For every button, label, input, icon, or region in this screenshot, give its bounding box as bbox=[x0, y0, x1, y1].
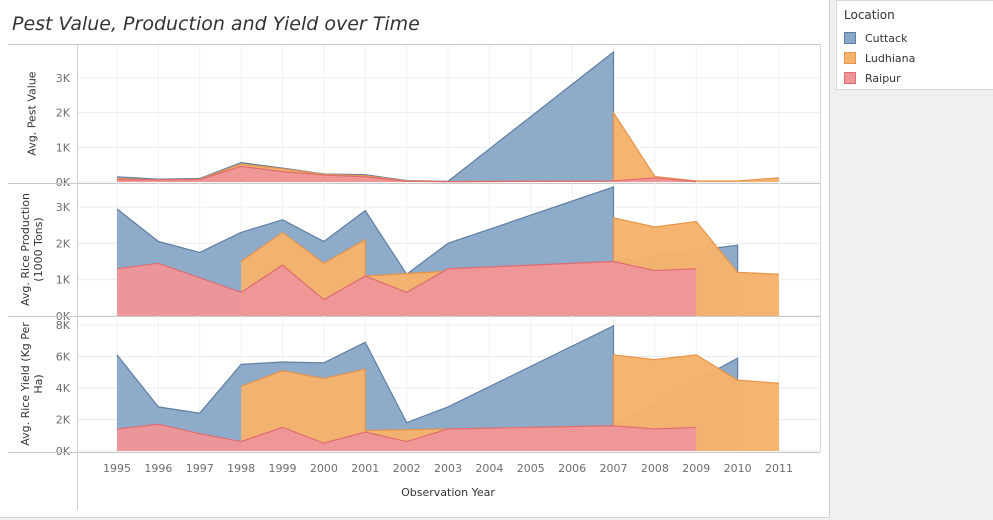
x-tick-label: 2007 bbox=[600, 462, 628, 475]
legend-item-raipur[interactable]: Raipur bbox=[837, 68, 993, 88]
x-axis: 1995 1996 1997 1998 1999 2000 2001 2002 2003 2004… bbox=[103, 462, 793, 499]
y-tick-label: 0K bbox=[56, 445, 71, 458]
y-tick-label: 6K bbox=[56, 351, 71, 364]
y-tick-label: 4K bbox=[56, 382, 71, 395]
x-tick-label: 1997 bbox=[186, 462, 214, 475]
x-tick-label: 2000 bbox=[310, 462, 338, 475]
legend: Location Cuttack Ludhiana Raipur bbox=[836, 0, 993, 90]
x-tick-label: 2006 bbox=[558, 462, 586, 475]
x-tick-label: 2008 bbox=[641, 462, 669, 475]
y-axis-title: Ha) bbox=[32, 374, 45, 393]
y-tick-label: 1K bbox=[56, 141, 71, 154]
chart-dashboard: Pest Value, Production and Yield over Ti… bbox=[0, 0, 830, 518]
x-axis-title: Observation Year bbox=[401, 486, 495, 499]
y-axis-title: (1000 Tons) bbox=[32, 217, 45, 281]
line-raipur bbox=[116, 165, 697, 183]
line-raipur bbox=[116, 260, 697, 301]
x-tick-label: 2005 bbox=[517, 462, 545, 475]
legend-item-ludhiana[interactable]: Ludhiana bbox=[837, 48, 993, 68]
y-tick-label: 1K bbox=[56, 274, 71, 287]
legend-label-raipur: Raipur bbox=[865, 71, 901, 85]
y-tick-label: 8K bbox=[56, 319, 71, 332]
legend-swatch-cuttack bbox=[844, 32, 856, 44]
x-tick-label: 1998 bbox=[227, 462, 255, 475]
legend-item-cuttack[interactable]: Cuttack bbox=[837, 28, 993, 48]
area-ludhiana[interactable] bbox=[241, 354, 779, 451]
panel-3: 0K 2K 4K 6K 8K Avg. Rice Yield (Kg Per Ha) bbox=[8, 316, 820, 458]
x-tick-label: 2003 bbox=[434, 462, 462, 475]
chart-title: Pest Value, Production and Yield over Ti… bbox=[12, 13, 420, 35]
legend-swatch-ludhiana bbox=[844, 52, 856, 64]
panels-layer: 0K 1K 2K 3K Avg. Pest Value 0K 1K 2K 3K Avg. Rice… bbox=[8, 44, 821, 510]
legend-swatch-raipur bbox=[844, 72, 856, 84]
x-tick-label: 2004 bbox=[475, 462, 503, 475]
x-tick-label: 2010 bbox=[724, 462, 752, 475]
y-axis-title: Avg. Rice Production bbox=[19, 193, 32, 306]
x-tick-label: 2001 bbox=[351, 462, 379, 475]
y-axis-title: Avg. Rice Yield (Kg Per bbox=[19, 322, 32, 446]
x-tick-label: 2009 bbox=[682, 462, 710, 475]
legend-title: Location bbox=[844, 8, 895, 22]
y-tick-label: 3K bbox=[56, 201, 71, 214]
panel-1: 0K 1K 2K 3K Avg. Pest Value bbox=[8, 44, 820, 189]
x-tick-label: 2002 bbox=[393, 462, 421, 475]
line-raipur bbox=[116, 423, 697, 444]
y-tick-label: 2K bbox=[56, 414, 71, 427]
legend-label-cuttack: Cuttack bbox=[865, 31, 908, 45]
chart-svg: 0K 1K 2K 3K Avg. Pest Value 0K 1K 2K 3K Avg. Rice… bbox=[8, 44, 821, 510]
x-tick-label: 1996 bbox=[144, 462, 172, 475]
legend-label-ludhiana: Ludhiana bbox=[865, 51, 916, 65]
x-tick-label: 1995 bbox=[103, 462, 131, 475]
area-raipur[interactable] bbox=[117, 166, 697, 182]
y-tick-label: 3K bbox=[56, 72, 71, 85]
x-tick-label: 2011 bbox=[765, 462, 793, 475]
x-tick-label: 1999 bbox=[269, 462, 297, 475]
area-raipur[interactable] bbox=[117, 261, 697, 317]
y-tick-label: 0K bbox=[56, 176, 71, 189]
y-tick-label: 2K bbox=[56, 107, 71, 120]
y-axis-title: Avg. Pest Value bbox=[26, 71, 39, 155]
y-tick-label: 2K bbox=[56, 237, 71, 250]
area-raipur[interactable] bbox=[117, 424, 697, 451]
